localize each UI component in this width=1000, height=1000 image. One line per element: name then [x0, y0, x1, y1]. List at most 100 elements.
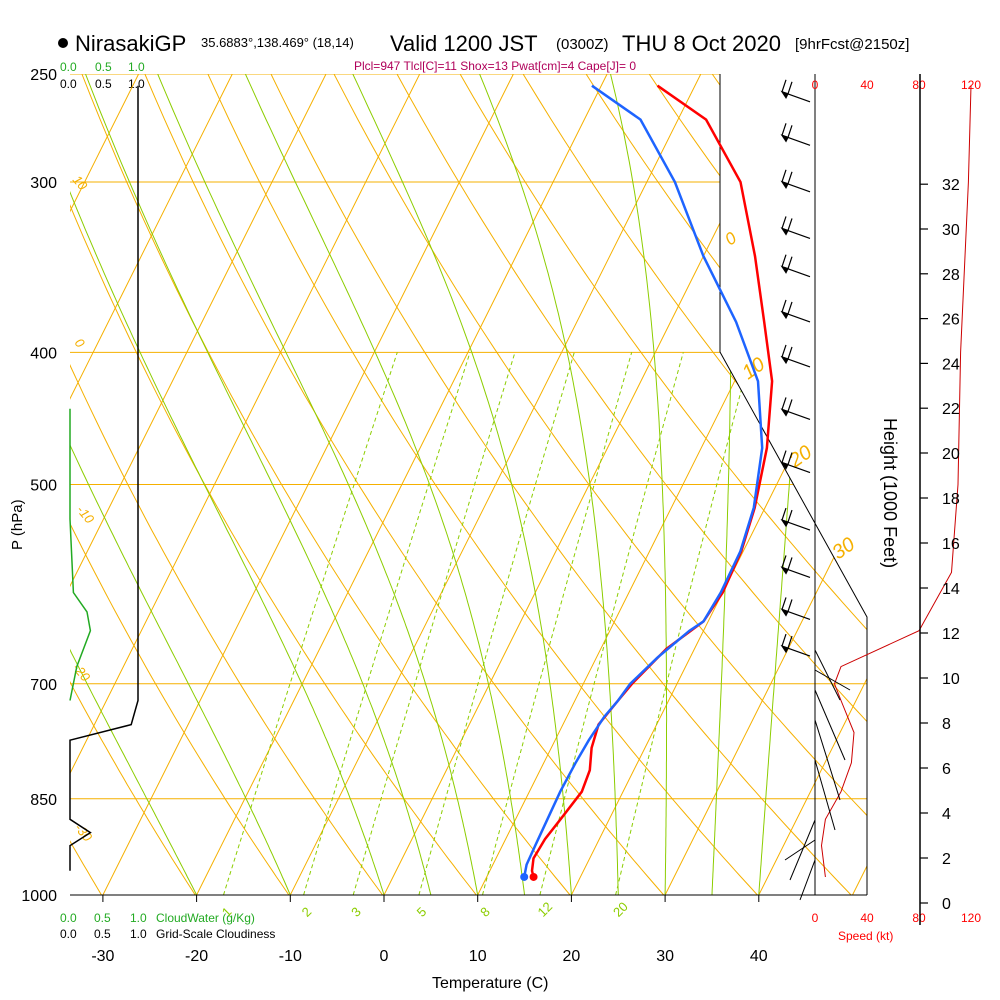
height-tick-18: 18 [942, 491, 960, 508]
cloudiness-line [69, 85, 139, 871]
height-tick-4: 4 [942, 806, 951, 823]
moist-adiabat [70, 74, 198, 895]
cw-top-1: 0.5 [95, 60, 112, 74]
temperature-tick--10: -10 [279, 948, 302, 965]
wind-barb [780, 450, 811, 474]
panel-frame [70, 74, 868, 896]
station-coords: 35.6883°,138.469° (18,14) [201, 35, 354, 50]
cloudiness-label: Grid-Scale Cloudiness [156, 927, 275, 941]
temperature-tick-20: 20 [563, 948, 581, 965]
wind-barb [780, 344, 811, 368]
moist-adiabat [352, 74, 572, 895]
mixing-ratio-label: 2 [299, 904, 315, 920]
cw-bottom-1: 0.5 [94, 911, 111, 925]
pressure-tick-700: 700 [30, 677, 57, 694]
mixing-ratio-line [615, 352, 752, 895]
mixing-ratio-line [418, 352, 575, 895]
temperature-axis-label: Temperature (C) [432, 975, 548, 992]
speed-tick-0: 0 [812, 78, 819, 92]
adiabat-label: -30 [72, 820, 96, 845]
isotherm [664, 74, 867, 895]
dry-adiabat [196, 74, 785, 895]
wind-speed-line [820, 85, 972, 878]
station-bullet-icon [58, 38, 68, 48]
adiabat-label: -10 [74, 502, 98, 527]
sounding-indices: Plcl=947 Tlcl[C]=11 Shox=13 Pwat[cm]=4 C… [354, 59, 636, 73]
temperature-tick-40: 40 [750, 948, 768, 965]
cloud-water-scale-top: 0.0 0.5 1.0 [60, 60, 145, 74]
mixing-ratio-label: 20 [610, 899, 631, 920]
height-tick-6: 6 [942, 761, 951, 778]
adiabat-label: 0 [72, 335, 89, 351]
dry-adiabat [383, 74, 867, 895]
isotherm [102, 74, 514, 895]
cloudiness-scale-bottom: 0.0 0.5 1.0 Grid-Scale Cloudiness [60, 927, 275, 941]
cloud-water-label: CloudWater (g/Kg) [156, 911, 255, 925]
pressure-tick-1000: 1000 [21, 888, 57, 905]
height-axis-label: Height (1000 Feet) [880, 418, 900, 568]
dry-adiabat [757, 74, 867, 895]
dry-adiabat [570, 74, 867, 895]
pressure-axis-label: P (hPa) [9, 499, 26, 550]
dry-adiabat [508, 74, 867, 895]
surface-temperature-marker [529, 872, 538, 881]
wind-barb [780, 299, 811, 323]
cw-bottom-2: 1.0 [130, 911, 147, 925]
valid-time: Valid 1200 JST [390, 31, 538, 56]
zulu-time: (0300Z) [556, 36, 609, 53]
dewpoint-line [522, 84, 764, 878]
pressure-tick-850: 850 [30, 792, 57, 809]
dry-adiabat [72, 74, 595, 895]
forecast-run: [9hrFcst@2150z] [795, 36, 909, 53]
speed-tick-80: 80 [912, 78, 926, 92]
wind-barb [780, 507, 811, 531]
dry-adiabat [70, 74, 405, 895]
wind-barb [780, 79, 811, 103]
speed-tick-0: 0 [812, 911, 819, 925]
forecast-date: THU 8 Oct 2020 [622, 31, 781, 56]
dry-adiabat [70, 74, 500, 895]
height-tick-2: 2 [942, 851, 951, 868]
mixing-ratio-label: 3 [348, 904, 364, 920]
mixing-ratio-line [352, 352, 516, 895]
pressure-tick-400: 400 [30, 345, 57, 362]
isotherm [70, 74, 327, 895]
svg-text:NirasakiGP: NirasakiGP [75, 31, 186, 56]
height-tick-16: 16 [942, 536, 960, 553]
isotherm [70, 74, 140, 895]
cloud-water-line [69, 408, 92, 701]
isotherm [196, 74, 608, 895]
adiabat-label: 0 [721, 228, 740, 249]
height-tick-8: 8 [942, 716, 951, 733]
moist-adiabat [85, 74, 432, 895]
wind-barb [780, 169, 811, 193]
isotherm [946, 74, 1000, 895]
moist-adiabat [157, 74, 479, 895]
mixing-ratio-line [223, 352, 398, 895]
wind-barb [780, 597, 811, 621]
low-level-wind-cluster [784, 649, 851, 901]
pressure-tick-250: 250 [30, 67, 57, 84]
cl-bottom-2: 1.0 [130, 927, 147, 941]
speed-tick-40: 40 [860, 78, 874, 92]
isotherm [289, 74, 702, 895]
wind-barb [780, 397, 811, 421]
height-tick-20: 20 [942, 446, 960, 463]
temperature-tick--20: -20 [185, 948, 208, 965]
temperature-tick-30: 30 [656, 948, 674, 965]
dry-adiabat [445, 74, 867, 895]
speed-tick-80: 80 [912, 911, 926, 925]
dry-adiabat [70, 74, 215, 895]
moist-adiabat [70, 74, 291, 895]
isotherm [70, 74, 421, 895]
dry-adiabat [258, 74, 867, 895]
height-tick-26: 26 [942, 312, 960, 329]
adiabat-label: 20 [784, 441, 816, 472]
height-tick-24: 24 [942, 356, 960, 373]
cl-top-0: 0.0 [60, 77, 77, 91]
cloudiness-scale-top: 0.0 0.5 1.0 [60, 77, 145, 91]
mixing-ratio-line [482, 352, 633, 895]
dry-adiabat [819, 74, 867, 895]
height-tick-28: 28 [942, 267, 960, 284]
